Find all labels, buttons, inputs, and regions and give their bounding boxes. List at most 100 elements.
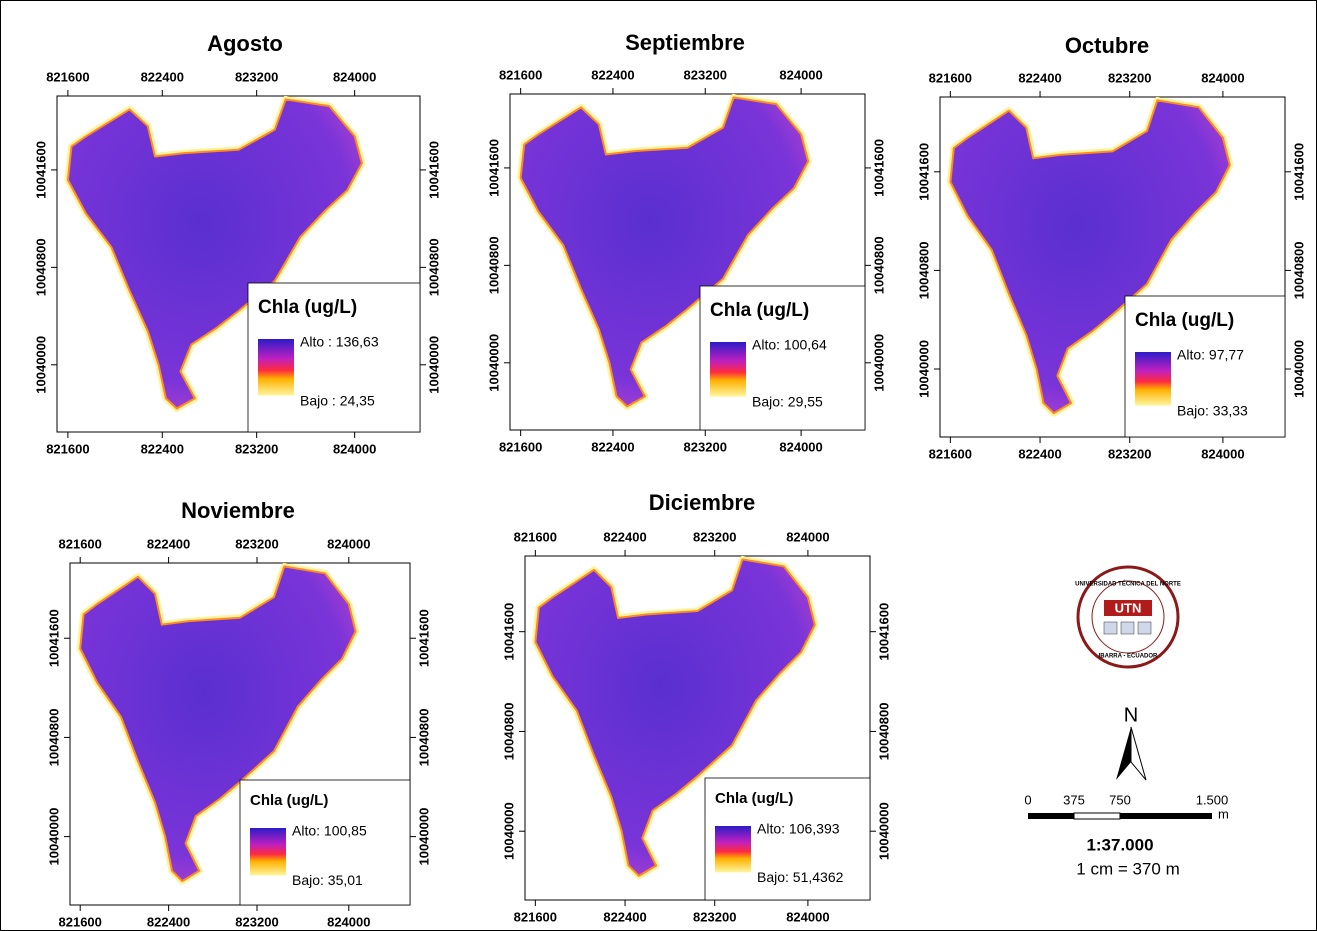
legend-high: Alto: 97,77 <box>1177 347 1244 363</box>
y-tick-label-left: 10040800 <box>46 708 61 766</box>
x-tick-label-top: 821600 <box>499 67 542 82</box>
legend-title: Chla (ug/L) <box>710 300 809 321</box>
x-tick-label-bottom: 821600 <box>514 909 557 924</box>
logo-bottom-text: IBARRA - ECUADOR <box>1099 654 1158 660</box>
y-tick-label-right: 10041600 <box>426 141 441 199</box>
x-tick-label-bottom: 824000 <box>333 441 376 456</box>
panel-title: Agosto <box>207 31 283 56</box>
y-tick-label-left: 10040000 <box>46 808 61 866</box>
y-tick-label-right: 10041600 <box>416 609 431 667</box>
scale-equivalence: 1 cm = 370 m <box>1076 859 1179 878</box>
x-tick-label-top: 821600 <box>929 70 972 85</box>
scale-bar: m 1:37.000 1 cm = 370 m 03757501.500 <box>1024 792 1228 878</box>
legend-high: Alto: 100,85 <box>292 823 367 839</box>
legend-low: Bajo : 24,35 <box>300 392 375 408</box>
x-tick-label-top: 824000 <box>786 529 829 544</box>
x-tick-label-top: 823200 <box>1108 70 1151 85</box>
panel-title: Diciembre <box>649 490 755 515</box>
logo-icon <box>1104 622 1117 634</box>
legend-title: Chla (ug/L) <box>1135 310 1234 331</box>
y-tick-label-left: 10040000 <box>33 336 48 394</box>
x-tick-label-bottom: 823200 <box>1108 446 1151 461</box>
x-tick-label-top: 824000 <box>333 69 376 84</box>
y-tick-label-left: 10040000 <box>501 802 516 860</box>
x-tick-label-bottom: 822400 <box>591 439 634 454</box>
y-tick-label-left: 10041600 <box>486 139 501 197</box>
x-tick-label-bottom: 823200 <box>235 441 278 456</box>
y-tick-label-right: 10040800 <box>876 703 891 761</box>
scale-segment <box>1120 813 1212 819</box>
legend-title: Chla (ug/L) <box>258 297 357 318</box>
y-tick-label-right: 10041600 <box>1291 143 1306 201</box>
x-tick-label-bottom: 821600 <box>46 441 89 456</box>
legend-high: Alto: 106,393 <box>757 821 840 837</box>
legend-ramp <box>710 342 746 397</box>
scale-segment <box>1074 813 1120 819</box>
x-tick-label-top: 822400 <box>1018 70 1061 85</box>
x-tick-label-bottom: 822400 <box>147 914 190 929</box>
y-tick-label-right: 10040000 <box>871 334 886 392</box>
x-tick-label-top: 822400 <box>141 69 184 84</box>
legend-ramp <box>258 339 294 396</box>
y-tick-label-left: 10040800 <box>501 703 516 761</box>
x-tick-label-top: 823200 <box>684 67 727 82</box>
logo-acronym: UTN <box>1115 600 1142 615</box>
legend: Chla (ug/L) Alto: 106,393 Bajo: 51,4362 <box>705 778 870 900</box>
x-tick-label-bottom: 824000 <box>779 439 822 454</box>
panel-title: Octubre <box>1065 33 1149 58</box>
map-panel: Diciembre8216008216008224008224008232008… <box>501 490 891 925</box>
y-tick-label-right: 10040800 <box>426 238 441 296</box>
arrow-right <box>1131 727 1146 780</box>
legend-low: Bajo: 51,4362 <box>757 869 844 885</box>
logo-icon <box>1121 622 1134 634</box>
scale-label: 375 <box>1063 792 1085 807</box>
x-tick-label-bottom: 822400 <box>603 909 646 924</box>
map-panel: Agosto8216008216008224008224008232008232… <box>33 31 441 457</box>
x-tick-label-bottom: 821600 <box>929 446 972 461</box>
legend: Chla (ug/L)Alto : 136,63Bajo : 24,35 <box>248 283 420 432</box>
y-tick-label-left: 10041600 <box>33 141 48 199</box>
x-tick-label-top: 824000 <box>327 536 370 551</box>
x-tick-label-top: 822400 <box>603 529 646 544</box>
panel-title: Septiembre <box>625 30 745 55</box>
y-tick-label-left: 10040800 <box>916 241 931 299</box>
x-tick-label-bottom: 822400 <box>1018 446 1061 461</box>
y-tick-label-right: 10040800 <box>871 236 886 294</box>
x-tick-label-bottom: 824000 <box>786 909 829 924</box>
y-tick-label-right: 10040000 <box>1291 340 1306 398</box>
x-tick-label-top: 823200 <box>693 529 736 544</box>
legend-low: Bajo: 33,33 <box>1177 402 1248 418</box>
y-tick-label-left: 10040800 <box>33 238 48 296</box>
y-tick-label-left: 10041600 <box>46 609 61 667</box>
legend: Chla (ug/L)Alto: 100,64Bajo: 29,55 <box>700 286 865 430</box>
north-label: N <box>1124 704 1138 726</box>
scale-label: 750 <box>1109 792 1131 807</box>
x-tick-label-top: 823200 <box>235 536 278 551</box>
logo: UNIVERSIDAD TÉCNICA DEL NORTE UTN IBARRA… <box>1075 567 1181 667</box>
x-tick-label-bottom: 823200 <box>235 914 278 929</box>
y-tick-label-right: 10040000 <box>416 808 431 866</box>
y-tick-label-left: 10041600 <box>916 143 931 201</box>
scale-label: 0 <box>1024 792 1031 807</box>
legend-title: Chla (ug/L) <box>715 790 793 807</box>
y-tick-label-left: 10040800 <box>486 236 501 294</box>
x-tick-label-bottom: 824000 <box>1201 446 1244 461</box>
x-tick-label-top: 821600 <box>59 536 102 551</box>
x-tick-label-top: 824000 <box>779 67 822 82</box>
panel-title: Noviembre <box>181 498 295 523</box>
legend-ramp <box>250 828 286 876</box>
legend-ramp <box>1135 352 1171 406</box>
scale-unit: m <box>1218 806 1229 821</box>
logo-inner <box>1092 581 1164 653</box>
x-tick-label-bottom: 823200 <box>693 909 736 924</box>
legend-high: Alto: 100,64 <box>752 337 827 353</box>
map-panel: Octubre 821600 821600 822400 822400 823200 823… <box>916 33 1306 462</box>
x-tick-label-top: 822400 <box>591 67 634 82</box>
map-layout: Agosto 821600 821600 822400 822400 823200 8232… <box>0 0 1317 931</box>
y-tick-label-right: 10040800 <box>1291 241 1306 299</box>
legend-low: Bajo: 35,01 <box>292 872 363 888</box>
y-tick-label-right: 10040000 <box>876 802 891 860</box>
x-tick-label-top: 824000 <box>1201 70 1244 85</box>
x-tick-label-bottom: 822400 <box>141 441 184 456</box>
